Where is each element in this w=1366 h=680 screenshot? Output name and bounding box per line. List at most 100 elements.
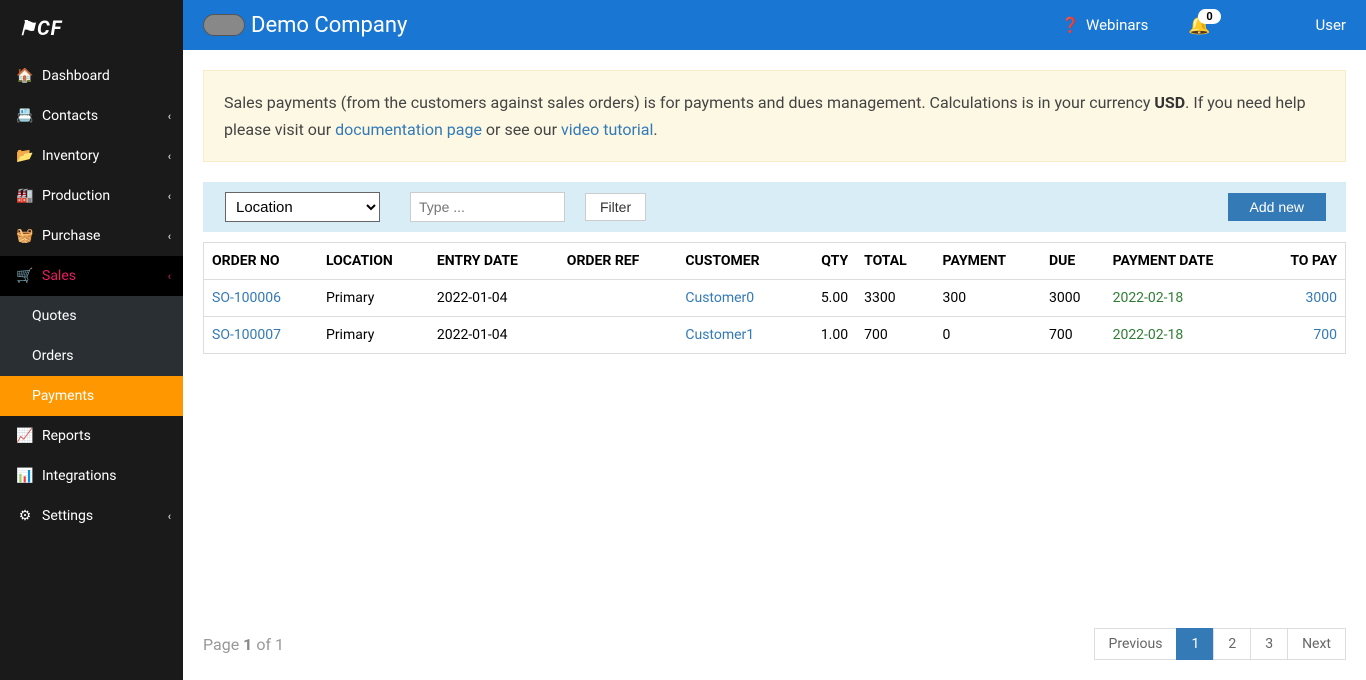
brand-text: CF [37,16,62,40]
cell-location: Primary [318,317,429,354]
cell-payment-date: 2022-02-18 [1113,327,1184,343]
basket-icon: 🧺 [16,228,34,244]
cell-entry-date: 2022-01-04 [429,280,559,317]
col-payment-date[interactable]: PAYMENT DATE [1105,243,1261,280]
cell-due: 3000 [1041,280,1105,317]
col-entry-date[interactable]: ENTRY DATE [429,243,559,280]
company-logo-icon [203,14,245,36]
sidebar-item-settings[interactable]: ⚙ Settings ‹ [0,496,183,536]
pagination-next[interactable]: Next [1287,628,1346,660]
pagination-page-1[interactable]: 1 [1176,628,1214,660]
sidebar-item-label: Production [42,188,110,204]
sidebar-item-label: Purchase [42,228,100,244]
sidebar-item-label: Reports [42,428,91,444]
filter-button[interactable]: Filter [585,193,646,221]
chevron-left-icon: ‹ [168,270,171,283]
info-text: Sales payments (from the customers again… [224,93,1154,112]
sidebar-item-sales[interactable]: 🛒 Sales ‹ [0,256,183,296]
cell-order-ref [559,317,678,354]
sidebar-item-label: Settings [42,508,93,524]
cell-qty: 5.00 [798,280,856,317]
chevron-left-icon: ‹ [168,110,171,123]
webinars-label: Webinars [1086,16,1148,34]
page-info: Page 1 of 1 [203,635,284,654]
to-pay-link[interactable]: 3000 [1306,290,1337,306]
col-total[interactable]: TOTAL [856,243,934,280]
col-order-ref[interactable]: ORDER REF [559,243,678,280]
location-select[interactable]: Location [225,192,380,222]
info-currency: USD [1154,93,1185,112]
chevron-left-icon: ‹ [168,150,171,163]
col-due[interactable]: DUE [1041,243,1105,280]
col-qty[interactable]: QTY [798,243,856,280]
col-location[interactable]: LOCATION [318,243,429,280]
sidebar-item-integrations[interactable]: 📊 Integrations [0,456,183,496]
cell-total: 700 [856,317,934,354]
sidebar-item-purchase[interactable]: 🧺 Purchase ‹ [0,216,183,256]
brand-logo[interactable]: ⚑CF [0,0,183,56]
sidebar-item-inventory[interactable]: 📂 Inventory ‹ [0,136,183,176]
company-name: Demo Company [251,13,407,38]
topbar: Demo Company ❓ Webinars 🔔 0 👤 User [183,0,1366,50]
cell-qty: 1.00 [798,317,856,354]
sidebar-subitem-payments[interactable]: Payments [0,376,183,416]
cart-icon: 🛒 [16,268,34,284]
user-icon: 👤 [1291,16,1310,34]
cell-payment-date: 2022-02-18 [1113,290,1184,306]
contacts-icon: 📇 [16,108,34,124]
chevron-left-icon: ‹ [168,510,171,523]
col-order-no[interactable]: ORDER NO [204,243,318,280]
pagination-prev[interactable]: Previous [1094,628,1178,660]
customer-link[interactable]: Customer0 [685,290,754,306]
sidebar-item-reports[interactable]: 📈 Reports [0,416,183,456]
user-label: User [1315,16,1346,34]
col-to-pay[interactable]: TO PAY [1261,243,1346,280]
sidebar-item-contacts[interactable]: 📇 Contacts ‹ [0,96,183,136]
cell-entry-date: 2022-01-04 [429,317,559,354]
user-menu[interactable]: 👤 User [1291,16,1346,34]
to-pay-link[interactable]: 700 [1313,327,1337,343]
customer-link[interactable]: Customer1 [685,327,754,343]
cell-payment: 0 [935,317,1041,354]
cell-payment: 300 [935,280,1041,317]
type-input[interactable] [410,192,565,222]
col-payment[interactable]: PAYMENT [935,243,1041,280]
sidebar-item-label: Sales [42,268,76,284]
cell-due: 700 [1041,317,1105,354]
chevron-left-icon: ‹ [168,190,171,203]
notif-count: 0 [1198,9,1220,24]
sidebar-item-dashboard[interactable]: 🏠 Dashboard [0,56,183,96]
sidebar-item-label: Integrations [42,468,116,484]
pagination: Previous 1 2 3 Next [1095,628,1346,660]
sidebar-item-label: Inventory [42,148,99,164]
payments-table: ORDER NO LOCATION ENTRY DATE ORDER REF C… [203,242,1346,354]
sales-submenu: Quotes Orders Payments [0,296,183,416]
chart-icon: 📈 [16,428,34,444]
chevron-left-icon: ‹ [168,230,171,243]
info-text: or see our [482,120,561,139]
order-no-link[interactable]: SO-100006 [212,290,281,306]
pagination-page-2[interactable]: 2 [1213,628,1251,660]
home-icon: 🏠 [16,68,34,84]
sidebar-subitem-orders[interactable]: Orders [0,336,183,376]
cell-location: Primary [318,280,429,317]
add-new-button[interactable]: Add new [1228,193,1326,221]
table-row: SO-100006Primary2022-01-04Customer05.003… [204,280,1346,317]
sidebar-subitem-quotes[interactable]: Quotes [0,296,183,336]
filter-bar: Location Filter Add new [203,182,1346,232]
info-text: . [653,120,657,139]
sidebar-item-label: Dashboard [42,68,110,84]
documentation-link[interactable]: documentation page [335,120,482,139]
folder-icon: 📂 [16,148,34,164]
info-banner: Sales payments (from the customers again… [203,70,1346,162]
gear-icon: ⚙ [16,508,34,524]
video-tutorial-link[interactable]: video tutorial [561,120,653,139]
cell-total: 3300 [856,280,934,317]
order-no-link[interactable]: SO-100007 [212,327,281,343]
col-customer[interactable]: CUSTOMER [677,243,798,280]
sidebar-item-production[interactable]: 🏭 Production ‹ [0,176,183,216]
notifications-button[interactable]: 🔔 0 [1188,15,1210,36]
pagination-page-3[interactable]: 3 [1250,628,1288,660]
webinars-link[interactable]: ❓ Webinars [1061,16,1148,34]
cell-order-ref [559,280,678,317]
